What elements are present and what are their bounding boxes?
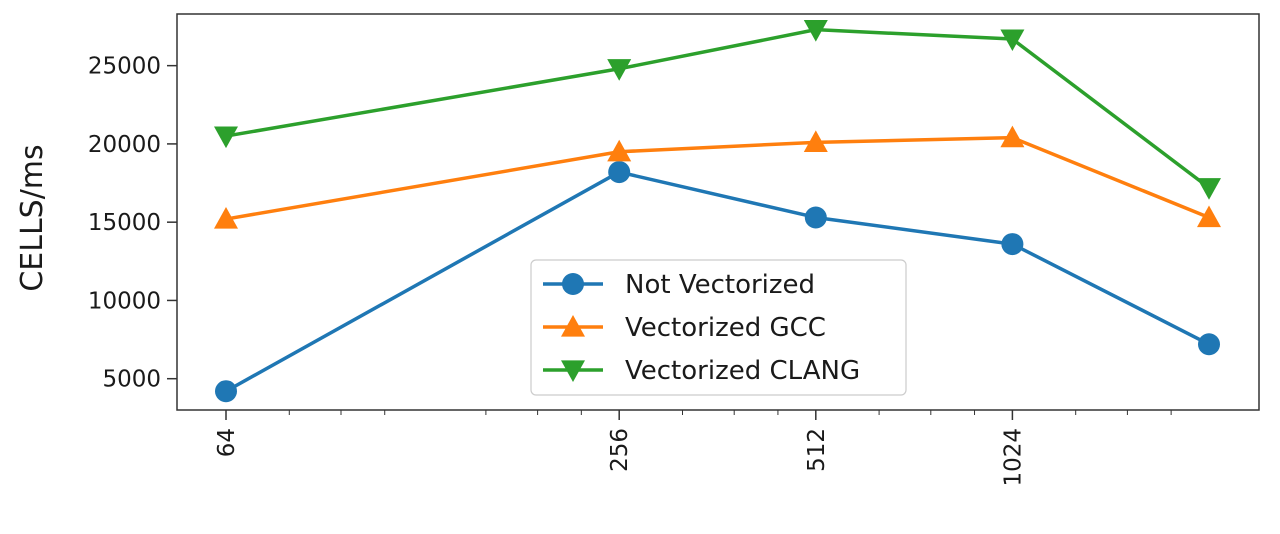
y-tick-label: 25000: [88, 54, 161, 80]
legend-marker-1: [561, 315, 585, 337]
plot-frame: [176, 13, 1260, 411]
legend-marker-0: [562, 273, 584, 295]
series-0-point: [1001, 233, 1024, 256]
x-tick-label: 64: [214, 428, 240, 457]
legend-label-2: Vectorized CLANG: [625, 356, 860, 386]
series-2-point: [803, 20, 828, 42]
y-tick-label: 10000: [88, 288, 161, 314]
series-2-point: [214, 126, 238, 149]
legend: Not Vectorized Vectorized GCC Vectorized C…: [530, 259, 907, 396]
series-1-point: [1197, 205, 1221, 228]
series-2-point: [1000, 29, 1025, 52]
series-0-point: [608, 161, 631, 184]
series-0-point: [215, 380, 237, 403]
series-0-point: [1198, 333, 1220, 356]
y-tick-label: 15000: [88, 210, 161, 236]
legend-box: [530, 259, 907, 396]
series-2-point: [607, 59, 632, 81]
series-1-point: [214, 207, 238, 229]
series-line-1: [225, 135, 1210, 221]
series-1-point: [803, 130, 828, 152]
x-tick-label: 256: [607, 428, 633, 472]
plot-area: [214, 20, 1221, 403]
y-axis-label: CELLS/ms: [15, 144, 50, 291]
series-0-point: [804, 206, 827, 229]
series-1-point: [607, 139, 632, 162]
legend-label-1: Vectorized GCC: [625, 313, 826, 343]
legend-label-0: Not Vectorized: [625, 270, 815, 300]
series-1-point: [1000, 125, 1025, 148]
x-tick-label: 512: [804, 428, 830, 472]
x-tick-label: 1024: [1000, 428, 1026, 487]
y-tick-label: 20000: [88, 132, 161, 158]
series-line-2: [225, 27, 1211, 190]
y-tick-label: 5000: [102, 367, 161, 393]
series-2-point: [1197, 178, 1221, 200]
legend-marker-2: [561, 360, 585, 382]
